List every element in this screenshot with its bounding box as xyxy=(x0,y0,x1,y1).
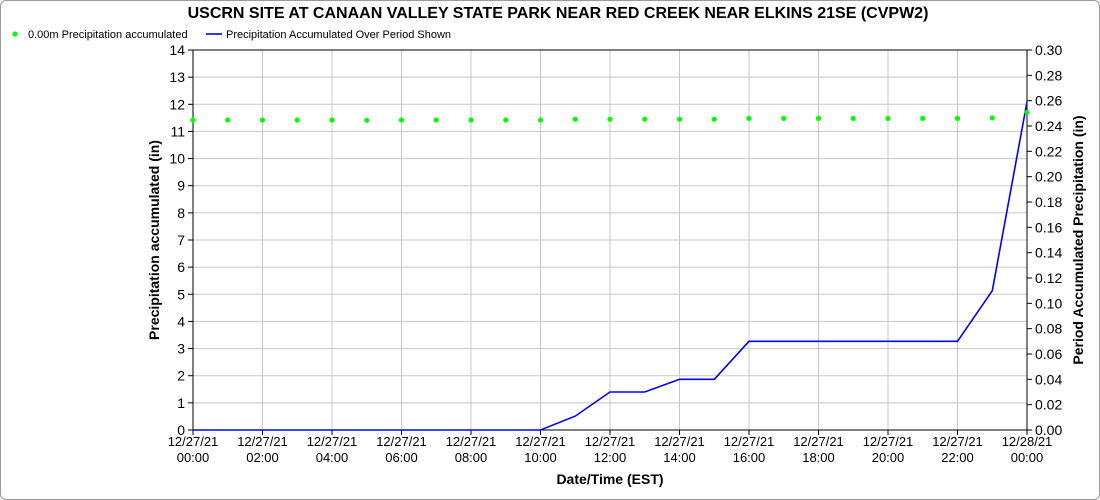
data-point xyxy=(294,117,300,123)
data-point xyxy=(190,117,196,123)
data-point xyxy=(607,116,613,122)
left-tick-label: 10 xyxy=(169,151,185,167)
data-point xyxy=(398,117,405,123)
left-tick-label: 4 xyxy=(177,313,185,329)
x-tick-label-date: 12/27/21 xyxy=(237,434,288,449)
right-tick-label: 0.18 xyxy=(1035,194,1062,210)
grid xyxy=(192,49,1028,431)
legend: 0.00m Precipitation accumulated Precipit… xyxy=(12,29,451,41)
data-point xyxy=(850,115,856,121)
right-tick-label: 0.08 xyxy=(1035,321,1062,337)
left-tick-label: 2 xyxy=(177,368,185,384)
data-point xyxy=(920,115,926,121)
right-tick-label: 0.24 xyxy=(1035,118,1062,134)
x-tick-label-time: 00:00 xyxy=(177,450,210,465)
x-axis-ticks: 12/27/2100:0012/27/2102:0012/27/2104:001… xyxy=(168,430,1053,465)
x-tick-label-time: 02:00 xyxy=(246,450,279,465)
x-tick-label-time: 04:00 xyxy=(316,450,349,465)
right-tick-label: 0.10 xyxy=(1035,295,1062,311)
right-tick-label: 0.00 xyxy=(1035,422,1062,438)
data-point xyxy=(676,116,683,122)
left-tick-label: 6 xyxy=(177,259,185,275)
right-tick-label: 0.02 xyxy=(1035,397,1062,413)
data-point xyxy=(537,117,544,123)
series-period-precip xyxy=(193,101,1028,431)
y-axis-label-right: Period Accumulated Precipitation (in) xyxy=(1070,115,1086,364)
x-tick-label-date: 12/27/21 xyxy=(515,434,566,449)
data-point xyxy=(781,115,787,121)
x-tick-label-date: 12/27/21 xyxy=(168,434,219,449)
right-tick-label: 0.20 xyxy=(1035,169,1062,185)
data-point xyxy=(468,117,474,123)
x-tick-label-date: 12/27/21 xyxy=(932,434,983,449)
x-tick-label-time: 14:00 xyxy=(663,450,696,465)
data-point xyxy=(503,117,509,123)
x-tick-label-time: 20:00 xyxy=(872,450,905,465)
data-point xyxy=(954,115,961,121)
chart-title: USCRN SITE AT CANAAN VALLEY STATE PARK N… xyxy=(188,5,929,22)
series-line xyxy=(193,101,1028,431)
left-tick-label: 5 xyxy=(177,286,185,302)
data-point xyxy=(259,117,266,123)
right-tick-label: 0.26 xyxy=(1035,93,1062,109)
x-axis-label: Date/Time (EST) xyxy=(556,471,663,487)
left-tick-label: 12 xyxy=(169,96,185,112)
right-tick-label: 0.22 xyxy=(1035,143,1062,159)
x-tick-label-time: 08:00 xyxy=(455,450,488,465)
data-point xyxy=(642,116,648,122)
series-precip-accumulated xyxy=(190,109,1030,123)
left-tick-label: 14 xyxy=(169,42,185,58)
right-tick-label: 0.12 xyxy=(1035,270,1062,286)
left-tick-label: 7 xyxy=(177,232,185,248)
data-point xyxy=(433,117,439,123)
x-tick-label-time: 10:00 xyxy=(524,450,557,465)
right-tick-label: 0.16 xyxy=(1035,219,1062,235)
x-tick-label-date: 12/27/21 xyxy=(446,434,497,449)
data-point xyxy=(746,115,752,121)
left-tick-label: 0 xyxy=(177,422,185,438)
y-axis-label-left: Precipitation accumulated (in) xyxy=(146,140,162,340)
left-tick-label: 1 xyxy=(177,395,185,411)
data-point xyxy=(572,116,578,122)
x-tick-label-time: 18:00 xyxy=(802,450,835,465)
x-tick-label-date: 12/28/21 xyxy=(1002,434,1053,449)
x-tick-label-time: 22:00 xyxy=(941,450,974,465)
right-tick-label: 0.04 xyxy=(1035,371,1062,387)
left-tick-label: 9 xyxy=(177,178,185,194)
data-point xyxy=(885,115,891,121)
x-tick-label-time: 00:00 xyxy=(1011,450,1044,465)
x-tick-label-date: 12/27/21 xyxy=(863,434,914,449)
right-tick-label: 0.28 xyxy=(1035,67,1062,83)
x-tick-label-date: 12/27/21 xyxy=(793,434,844,449)
right-tick-label: 0.14 xyxy=(1035,245,1062,261)
data-point xyxy=(1024,109,1030,116)
left-tick-label: 8 xyxy=(177,205,185,221)
right-tick-label: 0.30 xyxy=(1035,42,1062,58)
legend-label-period-precip: Precipitation Accumulated Over Period Sh… xyxy=(226,29,451,41)
x-tick-label-time: 06:00 xyxy=(385,450,418,465)
x-tick-label-date: 12/27/21 xyxy=(307,434,358,449)
data-point xyxy=(989,115,995,121)
x-tick-label-date: 12/27/21 xyxy=(724,434,775,449)
x-tick-label-date: 12/27/21 xyxy=(376,434,427,449)
left-tick-label: 11 xyxy=(170,123,185,139)
x-tick-label-time: 16:00 xyxy=(733,450,766,465)
right-tick-label: 0.06 xyxy=(1035,346,1062,362)
data-point xyxy=(329,117,335,123)
x-tick-label-date: 12/27/21 xyxy=(654,434,705,449)
data-point xyxy=(364,117,370,123)
left-tick-label: 3 xyxy=(177,341,185,357)
x-tick-label-date: 12/27/21 xyxy=(585,434,636,449)
data-point xyxy=(225,117,231,123)
data-point xyxy=(815,115,822,121)
legend-label-precip-accumulated: 0.00m Precipitation accumulated xyxy=(28,29,188,41)
x-tick-label-time: 12:00 xyxy=(594,450,627,465)
data-point xyxy=(711,116,717,122)
legend-marker-green-dot xyxy=(12,31,18,37)
left-tick-label: 13 xyxy=(169,69,185,85)
right-axis-ticks: 0.00 0.02 0.04 0.06 0.08 0.10 0.12 0.14 0.16 0.18… xyxy=(1027,42,1062,438)
